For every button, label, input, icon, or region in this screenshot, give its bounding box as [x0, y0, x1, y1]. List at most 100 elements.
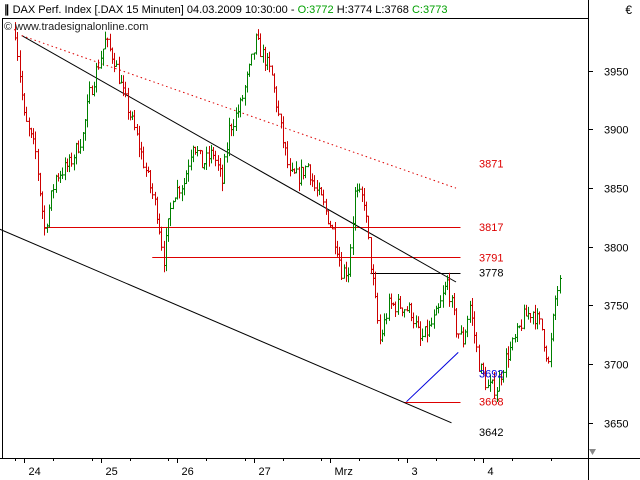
- ohlc-bar: [127, 87, 130, 120]
- ohlc-bar: [154, 191, 157, 206]
- ohlc-bar: [16, 31, 19, 61]
- ohlc-bar: [471, 298, 474, 326]
- level-label-3692: 3692: [479, 369, 503, 381]
- ohlc-bar: [41, 191, 44, 220]
- close-value: C:3773: [411, 4, 448, 16]
- ohlc-bar: [73, 154, 76, 171]
- ohlc-bar: [313, 175, 316, 192]
- ohlc-bar: [424, 326, 427, 338]
- ohlc-bar: [25, 106, 28, 122]
- open-value: O:3772: [297, 4, 334, 16]
- ohlc-bar: [383, 313, 386, 337]
- ohlc-bar: [183, 178, 186, 196]
- scroll-arrow-icon: [589, 449, 596, 455]
- high-value: H:3774: [336, 4, 373, 16]
- ohlc-bar: [538, 311, 541, 325]
- ohlc-bar: [428, 320, 431, 337]
- ohlc-bar: [106, 37, 109, 48]
- x-axis: 24 25 26 27 Mrz 3 4: [15, 458, 552, 478]
- ohlc-bar: [309, 164, 312, 186]
- ohlc-bar: [327, 210, 330, 225]
- ohlc-bar: [552, 313, 555, 342]
- ohlc-bar: [473, 311, 476, 344]
- ohlc-bar: [151, 183, 154, 199]
- ohlc-bar: [469, 300, 472, 323]
- level-label-3791: 3791: [479, 252, 503, 264]
- ohlc-bar: [295, 161, 298, 174]
- ohlc-bar: [145, 162, 148, 177]
- level-labels: 3871 3817 3791 3778 3692 3668 3642: [479, 158, 503, 439]
- ohlc-bar: [298, 166, 301, 192]
- ohlc-bar: [163, 240, 166, 273]
- ohlc-bar: [284, 141, 287, 156]
- ohlc-bar: [545, 345, 548, 362]
- logo-icon: ∥: [4, 4, 10, 16]
- trend-line-resistance: [21, 35, 457, 283]
- ohlc-bar: [541, 318, 544, 331]
- ohlc-bar: [550, 332, 553, 368]
- ohlc-bar: [140, 141, 143, 160]
- ohlc-bar: [138, 125, 141, 158]
- ohlc-bar: [255, 33, 258, 55]
- ohlc-bar: [340, 251, 343, 280]
- ohlc-bar: [547, 356, 550, 364]
- x-tick-label: 4: [488, 466, 494, 478]
- ohlc-bar: [100, 50, 103, 69]
- ohlc-bar: [556, 286, 559, 307]
- ohlc-bar: [259, 33, 262, 58]
- low-value: L:3768: [375, 4, 409, 16]
- instrument-name: DAX Perf. Index [.DAX 15 Minuten]: [12, 4, 184, 16]
- ohlc-bar: [320, 186, 323, 196]
- y-tick-label: 3900: [604, 125, 628, 137]
- ohlc-bar: [30, 127, 33, 139]
- trend-line-uptrend: [406, 352, 459, 403]
- trend-lines: [0, 35, 459, 424]
- ohlc-bar: [176, 179, 179, 200]
- ohlc-bar: [417, 316, 420, 329]
- ohlc-bar: [559, 275, 562, 294]
- x-tick-label: 3: [412, 466, 418, 478]
- ohlc-bar: [426, 319, 429, 343]
- level-label-3778: 3778: [479, 268, 503, 280]
- level-label-3871: 3871: [479, 158, 503, 170]
- ohlc-bar: [435, 305, 438, 316]
- ohlc-bar: [142, 146, 145, 169]
- ohlc-bar: [316, 180, 319, 197]
- x-tick-label: Mrz: [335, 466, 353, 478]
- ohlc-bar: [244, 85, 247, 106]
- ohlc-bar: [115, 60, 118, 67]
- ohlc-bar: [430, 317, 433, 327]
- x-tick-label: 26: [182, 466, 194, 478]
- ohlc-bar: [190, 149, 193, 171]
- ohlc-bar: [32, 128, 35, 145]
- ohlc-bar: [502, 370, 505, 383]
- ohlc-bar: [64, 157, 67, 181]
- ohlc-bar: [194, 146, 197, 155]
- y-tick-label: 3800: [604, 243, 628, 255]
- ohlc-bar: [397, 294, 400, 315]
- ohlc-bar: [311, 173, 314, 187]
- ohlc-bar: [367, 215, 370, 240]
- y-tick-label: 3700: [604, 360, 628, 372]
- ohlc-bar: [264, 46, 267, 72]
- ohlc-bar: [91, 85, 94, 96]
- ohlc-bar: [291, 162, 294, 172]
- ohlc-bar: [466, 315, 469, 338]
- ohlc-bar: [408, 302, 411, 314]
- ohlc-bar: [275, 86, 278, 113]
- ohlc-bar: [82, 131, 85, 151]
- ohlc-bar: [282, 116, 285, 149]
- ohlc-bar: [28, 117, 31, 137]
- ohlc-bar: [84, 118, 87, 141]
- ohlc-bar: [43, 205, 46, 236]
- ohlc-bar: [410, 302, 413, 322]
- ohlc-bar: [86, 94, 89, 128]
- ohlc-bar: [505, 348, 508, 378]
- ohlc-bar: [253, 52, 256, 60]
- ohlc-bar: [286, 141, 289, 169]
- ohlc-bar: [70, 152, 73, 167]
- ohlc-bar: [300, 159, 303, 186]
- ohlc-bar: [493, 372, 496, 400]
- ohlc-bar: [374, 271, 377, 299]
